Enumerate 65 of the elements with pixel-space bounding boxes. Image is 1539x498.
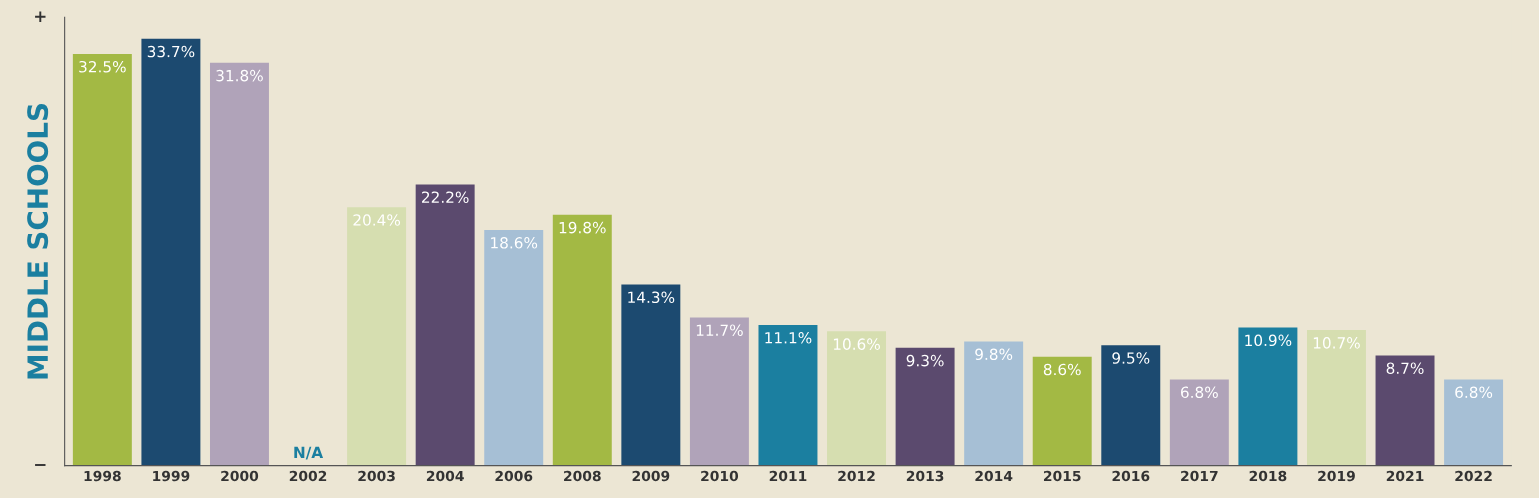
x-tick-label: 2018 (1249, 470, 1287, 482)
data-label: 9.3% (906, 354, 944, 367)
x-tick-label: 1998 (84, 470, 121, 482)
data-label: 8.7% (1386, 362, 1424, 374)
bar (758, 325, 818, 466)
x-tick-label: 2016 (1112, 470, 1150, 482)
bar (209, 62, 269, 466)
x-tick-label: 2017 (1181, 470, 1218, 482)
x-tick-label: 2019 (1318, 470, 1355, 482)
bar (827, 331, 887, 466)
x-tick-label: 2003 (358, 470, 395, 482)
data-label: 6.8% (1455, 386, 1493, 399)
data-label: 10.7% (1313, 337, 1360, 349)
bar (1444, 379, 1504, 466)
x-tick-label: 2009 (632, 470, 670, 482)
data-label: 10.9% (1245, 334, 1292, 347)
data-label: 9.5% (1112, 352, 1150, 364)
data-label: 19.8% (559, 221, 606, 234)
x-tick-label: 2022 (1455, 470, 1492, 482)
data-label: 32.5% (79, 60, 126, 73)
x-tick-label: 2006 (495, 470, 533, 482)
x-tick-label: 1999 (153, 470, 190, 482)
bar (895, 347, 955, 466)
data-label: 31.8% (216, 69, 263, 82)
data-label: 9.8% (975, 348, 1013, 361)
data-label: 18.6% (491, 237, 538, 249)
data-label: 6.8% (1181, 386, 1218, 399)
bar (415, 184, 475, 466)
x-tick-label: 2021 (1386, 470, 1424, 482)
bar (689, 317, 749, 466)
x-tick-label: 2000 (221, 470, 259, 482)
x-tick-label: 2015 (1043, 470, 1081, 482)
bar (1101, 345, 1161, 466)
data-label: 14.3% (628, 291, 675, 304)
x-tick-label: 2004 (426, 470, 464, 482)
data-label: 8.6% (1043, 363, 1081, 376)
bar (964, 341, 1024, 466)
x-tick-label: 2012 (838, 470, 875, 482)
x-tick-label: 2002 (289, 470, 327, 482)
bar (141, 38, 201, 466)
bar (1032, 356, 1092, 466)
data-label: 11.7% (696, 324, 743, 336)
x-tick-label: 2008 (564, 470, 601, 482)
bar (484, 230, 544, 466)
x-tick-label: 2010 (701, 470, 739, 482)
data-label: 20.4% (353, 214, 401, 226)
data-label: 11.1% (765, 332, 812, 344)
text: N/A (294, 446, 324, 460)
text: + (35, 11, 46, 23)
text: − (35, 464, 46, 466)
bar (1238, 327, 1298, 466)
bar (1306, 330, 1366, 466)
x-tick-label: 2013 (906, 470, 944, 482)
bar (1169, 379, 1229, 466)
data-label: 22.2% (422, 191, 469, 203)
bar (72, 53, 132, 466)
bar (1375, 355, 1435, 466)
y-axis-title: MIDDLE SCHOOLS (27, 104, 49, 379)
bar (621, 284, 681, 466)
bar (347, 207, 407, 466)
bar (552, 214, 612, 466)
x-tick-label: 2014 (975, 470, 1013, 482)
data-label: 10.6% (833, 338, 880, 350)
x-tick-label: 2011 (769, 470, 807, 482)
data-label: 33.7% (147, 45, 195, 58)
